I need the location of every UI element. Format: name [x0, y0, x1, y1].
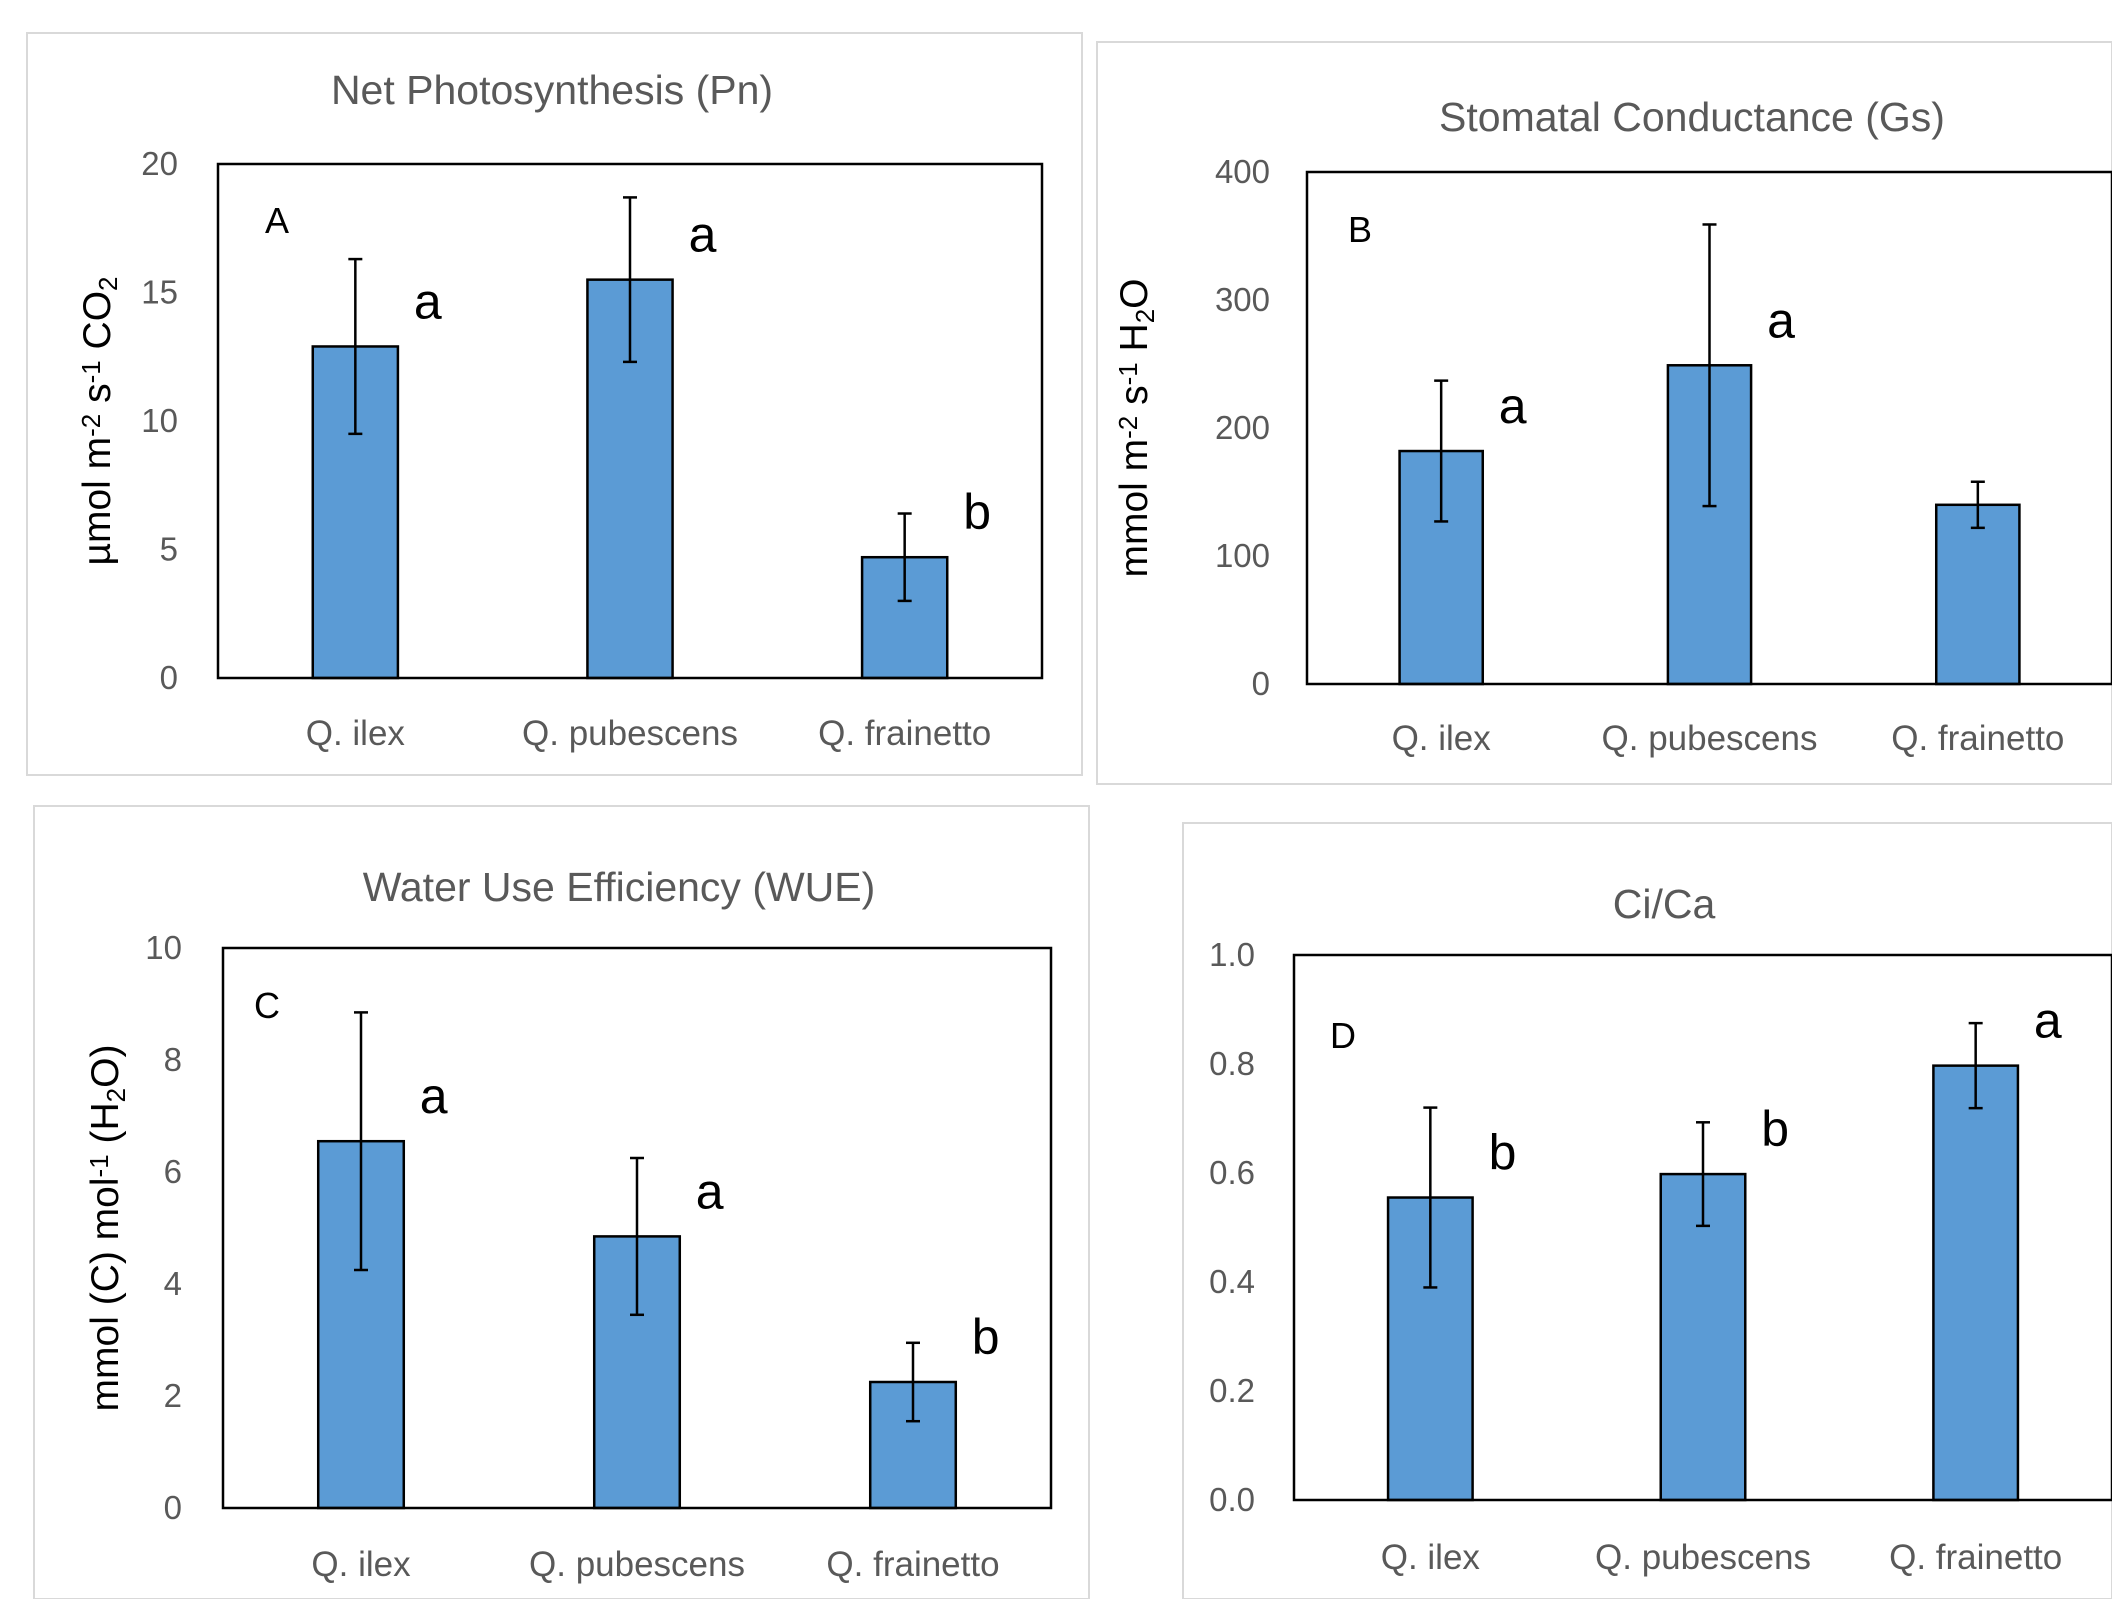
category-label: Q. frainetto — [1889, 1538, 2062, 1577]
category-label: Q. ilex — [1392, 719, 1492, 758]
y-tick-label: 8 — [164, 1041, 182, 1078]
error-bar — [623, 196, 637, 364]
chart-title: Stomatal Conductance (Gs) — [1439, 94, 1945, 140]
error-bar — [897, 512, 912, 603]
y-tick-label: 0.4 — [1209, 1263, 1255, 1300]
panel-letter: C — [254, 985, 280, 1026]
chart-title: Ci/Ca — [1613, 881, 1716, 927]
significance-letter: a — [1499, 378, 1527, 434]
y-tick-label: 0 — [164, 1489, 182, 1526]
panel-b: Stomatal Conductance (Gs) 0 100 200 300 400 a Q… — [1096, 41, 2112, 785]
significance-letter: b — [1489, 1125, 1517, 1181]
category-label: Q. ilex — [1381, 1538, 1481, 1577]
error-bar — [1423, 1106, 1438, 1289]
error-bar — [1970, 480, 1985, 530]
plot-area — [221, 946, 1053, 1510]
error-bar — [1968, 1021, 1983, 1110]
y-tick-label: 0.6 — [1209, 1154, 1255, 1191]
category-label: Q. ilex — [311, 1545, 411, 1584]
chart-title: Water Use Efficiency (WUE) — [363, 864, 876, 910]
y-axis-label: µmol m-2 s-1 CO2 — [76, 276, 123, 565]
y-tick-label: 15 — [141, 274, 178, 311]
panel-letter: D — [1330, 1015, 1356, 1056]
category-label: Q. frainetto — [1891, 719, 2064, 758]
panel-letter: B — [1348, 209, 1372, 250]
significance-letter: a — [414, 273, 442, 329]
error-bar — [1702, 223, 1717, 508]
error-bar — [354, 1011, 368, 1272]
significance-letter: a — [689, 207, 717, 263]
significance-letter: a — [1767, 292, 1795, 348]
y-tick-label: 10 — [141, 402, 178, 439]
bar-3 — [1934, 503, 2021, 686]
y-tick-label: 5 — [160, 531, 178, 568]
error-bar — [1696, 1121, 1710, 1228]
y-tick-label: 0.8 — [1209, 1045, 1255, 1082]
error-bar — [1434, 379, 1449, 523]
y-tick-label: 200 — [1215, 409, 1270, 446]
panel-c: Water Use Efficiency (WUE) 0 2 4 6 8 10 a Q. ile… — [33, 805, 1090, 1599]
y-tick-label: 300 — [1215, 281, 1270, 318]
y-tick-label: 0 — [160, 659, 178, 696]
y-tick-label: 10 — [145, 929, 182, 966]
error-bar — [630, 1156, 644, 1317]
y-tick-label: 6 — [164, 1153, 182, 1190]
category-label: Q. pubescens — [529, 1545, 745, 1584]
y-tick-label: 2 — [164, 1377, 182, 1414]
category-label: Q. pubescens — [1595, 1538, 1811, 1577]
chart-title: Net Photosynthesis (Pn) — [331, 67, 773, 113]
category-label: Q. pubescens — [1602, 719, 1818, 758]
significance-letter: b — [1761, 1101, 1789, 1157]
y-axis-label: mmol m-2 s-1 H2O — [1113, 278, 1160, 577]
y-tick-label: 1.0 — [1209, 936, 1255, 973]
significance-letter: a — [2034, 993, 2062, 1049]
y-tick-label: 400 — [1215, 153, 1270, 190]
category-label: Q. frainetto — [826, 1545, 999, 1584]
panel-letter: A — [265, 200, 289, 241]
error-bar — [348, 257, 363, 436]
plot-area — [1305, 170, 2112, 686]
bar-2 — [1659, 1172, 1747, 1502]
significance-letter: b — [972, 1309, 1000, 1365]
category-label: Q. ilex — [306, 714, 406, 753]
significance-letter: a — [420, 1068, 448, 1124]
significance-letter: a — [696, 1163, 724, 1219]
y-tick-label: 0.0 — [1209, 1481, 1255, 1518]
panel-a: Net Photosynthesis (Pn) 0 5 10 15 20 a Q. ilex a… — [26, 32, 1083, 776]
y-tick-label: 20 — [141, 145, 178, 182]
error-bar — [906, 1341, 920, 1423]
y-axis-label: mmol (C) mol-1 (H2O) — [84, 1045, 131, 1412]
y-tick-label: 100 — [1215, 537, 1270, 574]
category-label: Q. frainetto — [818, 714, 991, 753]
plot-area — [216, 162, 1044, 680]
plot-area — [1292, 953, 2112, 1502]
category-label: Q. pubescens — [522, 714, 738, 753]
significance-letter: b — [963, 484, 991, 540]
y-tick-label: 0.2 — [1209, 1372, 1255, 1409]
panel-d: Ci/Ca 0.0 0.2 0.4 0.6 0.8 1.0 b Q. ilex b Q. pubes… — [1182, 822, 2112, 1599]
bar-3 — [1932, 1064, 2020, 1502]
y-tick-label: 0 — [1252, 665, 1270, 702]
y-tick-label: 4 — [164, 1265, 182, 1302]
